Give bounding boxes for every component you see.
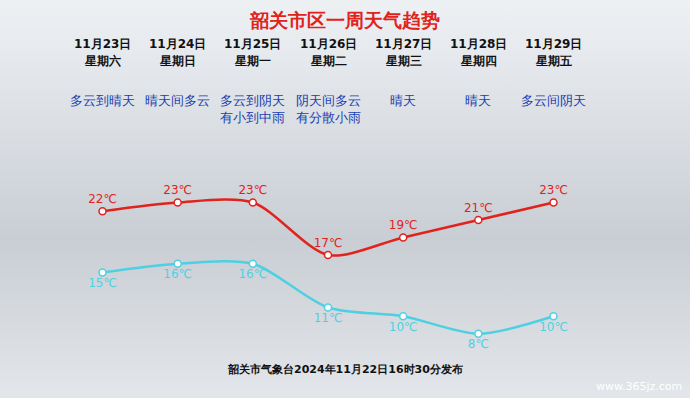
svg-text:10℃: 10℃: [389, 320, 418, 334]
svg-text:23℃: 23℃: [163, 183, 192, 197]
svg-text:16℃: 16℃: [238, 267, 267, 281]
svg-text:晴天: 晴天: [390, 93, 416, 108]
svg-text:17℃: 17℃: [314, 236, 343, 250]
svg-text:22℃: 22℃: [88, 192, 117, 206]
svg-text:11月28日: 11月28日: [450, 37, 507, 51]
svg-text:晴天: 晴天: [465, 93, 491, 108]
svg-text:15℃: 15℃: [88, 276, 117, 290]
svg-text:16℃: 16℃: [163, 267, 192, 281]
svg-text:11月25日: 11月25日: [224, 37, 281, 51]
svg-text:星期日: 星期日: [159, 54, 196, 68]
svg-text:晴天间多云: 晴天间多云: [145, 93, 210, 108]
svg-text:星期五: 星期五: [535, 54, 572, 68]
svg-text:星期六: 星期六: [84, 54, 121, 68]
svg-text:11℃: 11℃: [314, 311, 343, 325]
svg-text:www.365jz.com: www.365jz.com: [596, 380, 682, 393]
svg-text:23℃: 23℃: [238, 183, 267, 197]
svg-text:多云间阴天: 多云间阴天: [521, 93, 586, 108]
svg-text:多云到阴天有小到中雨: 多云到阴天有小到中雨: [220, 93, 285, 125]
svg-text:11月29日: 11月29日: [525, 37, 582, 51]
svg-text:阴天间多云有分散小雨: 阴天间多云有分散小雨: [296, 93, 361, 125]
svg-text:21℃: 21℃: [464, 201, 493, 215]
svg-text:韶关市区一周天气趋势: 韶关市区一周天气趋势: [249, 9, 440, 31]
svg-text:星期三: 星期三: [385, 54, 422, 68]
svg-text:10℃: 10℃: [539, 320, 568, 334]
svg-text:星期四: 星期四: [460, 54, 497, 68]
svg-text:星期二: 星期二: [310, 54, 347, 68]
svg-text:多云到晴天: 多云到晴天: [70, 93, 135, 108]
svg-text:11月24日: 11月24日: [149, 37, 206, 51]
svg-text:韶关市气象台2024年11月22日16时30分发布: 韶关市气象台2024年11月22日16时30分发布: [227, 363, 463, 376]
svg-text:8℃: 8℃: [468, 337, 489, 351]
svg-text:19℃: 19℃: [389, 218, 418, 232]
svg-text:星期一: 星期一: [234, 54, 271, 68]
svg-text:11月26日: 11月26日: [300, 37, 357, 51]
svg-text:11月27日: 11月27日: [375, 37, 432, 51]
svg-text:23℃: 23℃: [539, 183, 568, 197]
svg-text:11月23日: 11月23日: [74, 37, 131, 51]
